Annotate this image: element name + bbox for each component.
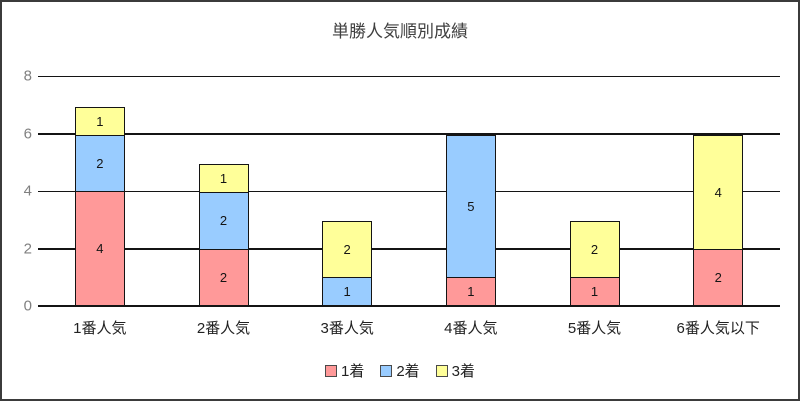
legend-label: 2着 <box>396 363 420 380</box>
gridline-y8 <box>38 75 780 77</box>
x-axis-category-label: 5番人気 <box>567 320 622 337</box>
bar-segment-1着: 2 <box>693 248 744 306</box>
x-axis: 1番人気 2番人気 3番人気 4番人気 5番人気 6番人気以下 <box>38 317 780 338</box>
gridline-y0 <box>38 305 780 307</box>
y-axis-tick-label: 6 <box>23 125 32 142</box>
bar-segment-3着: 4 <box>693 134 744 250</box>
legend-swatch-icon <box>324 364 337 377</box>
bar-segment-1着: 1 <box>569 277 620 306</box>
y-axis-tick-label: 4 <box>23 182 32 200</box>
x-axis-category-label: 2番人気 <box>196 320 251 337</box>
legend-label: 3着 <box>451 363 476 380</box>
gridline-y4 <box>38 190 780 192</box>
bar-segment-2着: 1 <box>322 277 373 306</box>
legend-swatch-icon <box>435 364 448 377</box>
bar-segment-2着: 5 <box>445 134 496 279</box>
legend-swatch-icon <box>380 364 393 377</box>
legend-item-1着: 1着 <box>324 360 365 381</box>
legend-item-2着: 2着 <box>380 360 420 381</box>
x-axis-category-label: 3番人気 <box>320 320 374 337</box>
legend-item-3着: 3着 <box>435 360 476 381</box>
x-axis-category-label: 1番人気 <box>73 320 127 337</box>
bar-segment-3着: 2 <box>322 220 373 279</box>
x-axis-category-label: 4番人気 <box>444 320 498 337</box>
bar-segment-1着: 4 <box>74 191 125 306</box>
chart-legend: 1着 2着 3着 <box>2 360 798 381</box>
chart-title: 単勝人気順別成績 <box>332 22 468 41</box>
bar-segment-3着: 1 <box>198 164 249 193</box>
bar-segment-2着: 2 <box>198 192 249 250</box>
x-axis-category-label: 6番人気以下 <box>676 320 760 337</box>
bar-segment-3着: 2 <box>569 220 620 279</box>
bar-segment-1着: 2 <box>198 248 249 306</box>
bar-segment-1着: 1 <box>445 277 496 306</box>
legend-label: 1着 <box>340 363 365 380</box>
gridline-y6 <box>38 133 780 135</box>
y-axis-tick-label: 0 <box>23 297 32 315</box>
y-axis-tick-label: 2 <box>23 240 32 257</box>
y-axis-tick-label: 8 <box>23 67 32 85</box>
gridline-y2 <box>38 248 780 250</box>
bar-segment-3着: 1 <box>74 106 125 136</box>
bar-segment-2着: 2 <box>74 134 125 192</box>
